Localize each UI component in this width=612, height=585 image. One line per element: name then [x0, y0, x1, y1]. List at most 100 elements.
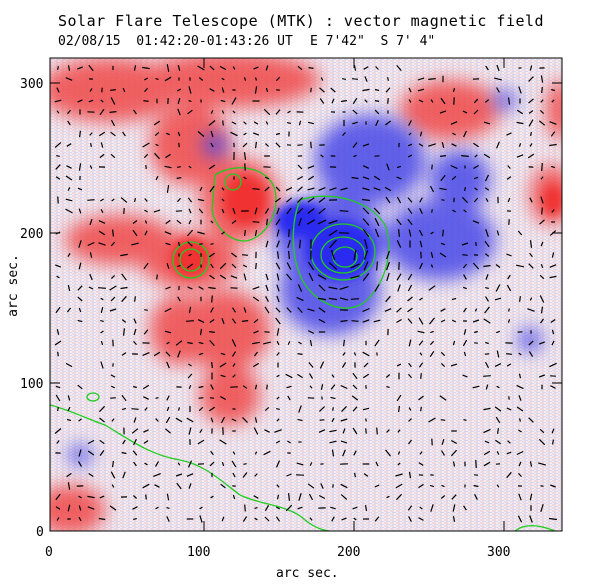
vector-tick	[352, 109, 358, 115]
vector-tick	[67, 120, 71, 126]
vector-tick	[484, 296, 490, 302]
vector-tick	[396, 196, 402, 204]
vector-tick	[242, 385, 248, 389]
vector-tick	[232, 451, 236, 455]
vector-tick	[540, 318, 544, 324]
vector-tick	[78, 418, 82, 422]
vector-tick	[219, 65, 227, 71]
vector-tick	[373, 175, 381, 181]
vector-tick	[221, 462, 225, 466]
vector-tick	[208, 406, 216, 412]
vector-tick	[133, 318, 137, 324]
vector-tick	[89, 273, 93, 281]
vector-tick	[100, 306, 104, 314]
vector-tick	[165, 219, 171, 225]
vector-tick	[231, 220, 237, 224]
vector-tick	[187, 460, 193, 468]
vector-tick	[550, 484, 556, 488]
vector-tick	[330, 396, 336, 400]
vector-tick	[100, 340, 104, 346]
vector-tick	[77, 461, 83, 467]
vector-tick	[307, 197, 315, 203]
vector-tick	[87, 439, 95, 445]
vector-tick	[516, 109, 524, 115]
vector-tick	[350, 298, 360, 300]
x-tick-label: 200	[337, 545, 360, 560]
vector-tick	[88, 286, 94, 290]
vector-tick	[440, 362, 446, 368]
vector-tick	[56, 155, 60, 157]
vector-tick	[211, 295, 213, 303]
vector-tick	[418, 229, 424, 237]
vector-tick	[441, 484, 445, 488]
vector-tick	[297, 418, 303, 422]
vector-tick	[232, 374, 236, 378]
vector-tick	[539, 274, 545, 280]
vector-tick	[99, 439, 105, 445]
vector-tick	[56, 87, 60, 93]
vector-tick	[549, 121, 557, 125]
vector-tick	[209, 331, 215, 333]
vector-tick	[329, 187, 337, 191]
vector-tick	[375, 461, 379, 467]
vector-tick	[89, 165, 93, 169]
vector-tick	[352, 384, 358, 390]
vector-tick	[419, 207, 423, 215]
vector-tick	[363, 261, 369, 271]
vector-tick	[540, 99, 544, 103]
vector-tick	[131, 242, 139, 246]
vector-tick	[419, 451, 423, 455]
vector-tick	[164, 307, 172, 313]
vector-tick	[353, 517, 357, 521]
vector-tick	[461, 155, 469, 157]
vector-tick	[154, 484, 160, 488]
vector-tick	[309, 462, 313, 466]
vector-tick	[341, 78, 347, 80]
vector-tick	[155, 506, 159, 510]
vector-tick	[450, 363, 458, 367]
vector-tick	[265, 240, 269, 248]
vector-tick	[252, 296, 260, 302]
vector-tick	[99, 108, 105, 116]
vector-tick	[419, 297, 423, 301]
vector-tick	[431, 209, 433, 213]
vector-tick	[110, 241, 116, 247]
vector-tick	[539, 109, 545, 115]
vector-tick	[286, 262, 292, 270]
vector-tick	[310, 87, 312, 93]
vector-tick	[276, 229, 280, 237]
vector-tick	[144, 87, 148, 93]
vector-tick	[407, 284, 413, 292]
vector-tick	[286, 207, 292, 215]
vector-tick	[221, 317, 225, 325]
vector-tick	[440, 155, 446, 157]
vector-tick	[540, 485, 544, 487]
vector-tick	[67, 504, 71, 512]
vector-tick	[187, 241, 193, 247]
vector-tick	[352, 142, 358, 148]
vector-tick	[252, 221, 260, 223]
vector-tick	[264, 176, 270, 180]
vector-tick	[451, 143, 457, 147]
vector-tick	[506, 471, 512, 479]
vector-tick	[464, 186, 466, 192]
vector-tick	[210, 220, 214, 224]
vector-tick	[462, 339, 468, 347]
vector-tick	[538, 462, 546, 466]
vector-tick	[418, 99, 424, 103]
vector-tick	[407, 197, 413, 203]
vector-tick	[286, 197, 292, 203]
vector-tick	[516, 384, 524, 390]
vector-tick	[109, 505, 117, 511]
vector-tick	[87, 450, 95, 456]
vector-tick	[198, 406, 204, 412]
vector-tick	[352, 97, 358, 105]
vector-tick	[77, 187, 83, 191]
vector-tick	[440, 308, 446, 312]
vector-tick	[241, 320, 249, 322]
vector-tick	[220, 483, 226, 489]
vector-tick	[66, 418, 72, 422]
vector-tick	[265, 296, 269, 302]
vector-tick	[187, 197, 193, 203]
vector-tick	[395, 473, 403, 477]
